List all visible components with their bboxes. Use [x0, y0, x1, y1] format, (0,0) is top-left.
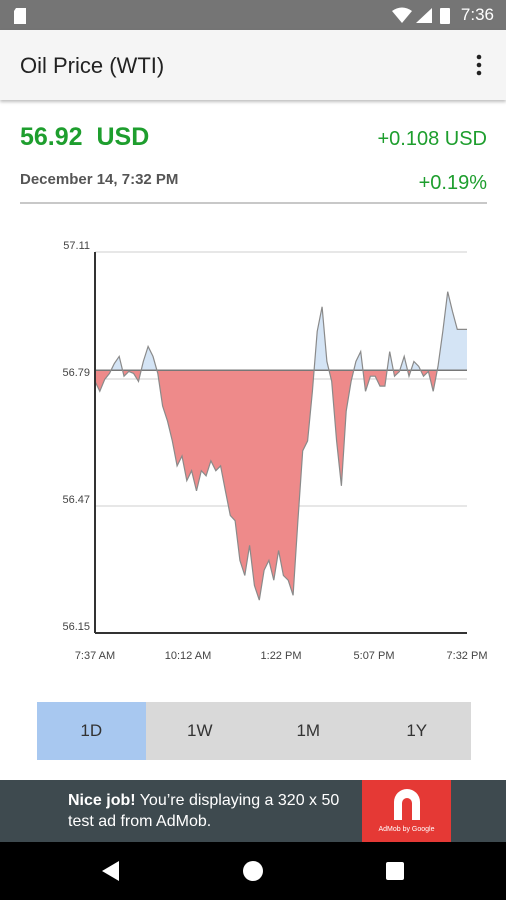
change-percent: +0.19% [418, 172, 487, 194]
nav-bar [0, 842, 506, 900]
app-title: Oil Price (WTI) [20, 53, 165, 78]
price-line [94, 291, 467, 601]
ad-logo: AdMob by Google [362, 780, 451, 842]
x-tick-label: 7:32 PM [447, 650, 488, 662]
home-button[interactable] [243, 861, 263, 881]
ad-copy: Nice job! You’re displaying a 320 x 50 t… [68, 790, 358, 832]
change: +0.108 USD [377, 128, 487, 150]
ad-logo-text: AdMob by Google [378, 826, 435, 833]
x-tick-label: 10:12 AM [165, 650, 211, 662]
divider [20, 202, 487, 204]
back-button[interactable] [102, 861, 119, 881]
range-button[interactable]: 1Y [362, 702, 471, 760]
overflow-menu[interactable] [472, 53, 486, 77]
ad-banner[interactable]: Nice job! You’re displaying a 320 x 50 t… [0, 780, 506, 842]
chart: 57.11 56.79 56.47 56.15 7:37 AM 10:12 AM 1:22 … [62, 240, 488, 662]
range-button[interactable]: 1W [145, 702, 254, 760]
y-tick-label: 57.11 [63, 240, 90, 252]
x-tick-label: 5:07 PM [354, 650, 395, 662]
range-button[interactable]: 1D [37, 702, 146, 760]
price-line: 56.92 USD [20, 123, 149, 152]
ad-headline: Nice job! [68, 792, 136, 809]
y-tick-label: 56.15 [62, 621, 90, 633]
price: 56.92 [20, 123, 83, 151]
timestamp: December 14, 7:32 PM [20, 171, 179, 188]
clock: 7:36 [460, 5, 494, 24]
x-tick-label: 7:37 AM [75, 650, 115, 662]
y-tick-label: 56.47 [62, 494, 90, 506]
ad-text: You’re displaying a 320 x 50 test ad fro… [68, 792, 340, 830]
range-button[interactable]: 1M [254, 702, 363, 760]
sd-icon [14, 8, 26, 24]
range-buttons: 1D 1W 1M 1Y [37, 702, 471, 760]
x-tick-label: 1:22 PM [261, 650, 302, 662]
area-below [95, 370, 467, 601]
app-bar: Oil Price (WTI) [0, 30, 506, 100]
nav-icons [102, 861, 404, 881]
y-tick-label: 56.79 [62, 367, 90, 379]
status-icons [392, 7, 450, 24]
recents-button[interactable] [386, 862, 404, 880]
area-above [111, 291, 467, 371]
currency: USD [96, 123, 150, 151]
status-bar: 7:36 [0, 0, 506, 30]
ad-logo-mark [394, 789, 420, 820]
